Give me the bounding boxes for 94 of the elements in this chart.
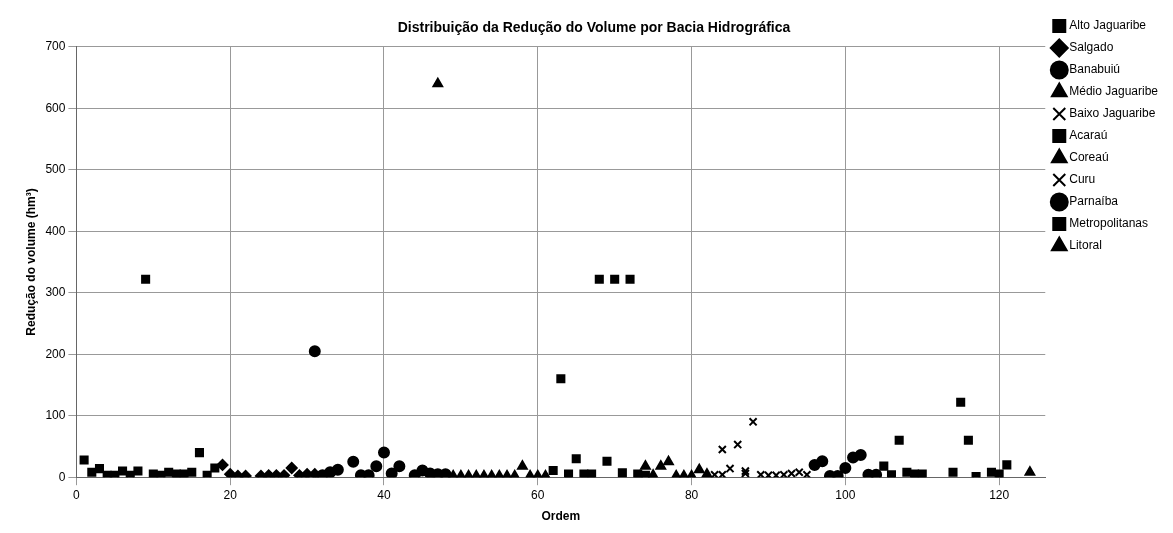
point	[701, 468, 713, 478]
x-tick-label: 60	[531, 487, 545, 502]
point	[794, 467, 804, 477]
point	[655, 460, 667, 470]
point	[133, 466, 143, 476]
y-tick-label: 0	[58, 469, 66, 484]
chart-title: Distribuição da Redução do Volume por Bacia Hidrográfica	[397, 19, 791, 36]
point	[94, 464, 105, 474]
point	[839, 461, 852, 474]
y-tick-label: 700	[45, 39, 66, 54]
point	[963, 435, 973, 445]
point	[602, 456, 612, 466]
point	[164, 467, 174, 477]
point	[994, 469, 1004, 478]
legend-label: Salgado	[1069, 40, 1114, 55]
legend-label: Coreaú	[1069, 150, 1109, 165]
x-tick-label: 0	[73, 487, 81, 502]
point	[816, 455, 829, 468]
point	[886, 470, 897, 478]
point	[118, 466, 128, 476]
point	[87, 467, 97, 477]
point	[548, 465, 558, 475]
point	[194, 448, 204, 458]
point	[617, 468, 627, 478]
point	[216, 458, 229, 471]
x-tick-label: 20	[223, 487, 238, 502]
point	[331, 463, 344, 476]
y-tick-label: 100	[45, 408, 66, 423]
point	[717, 445, 727, 455]
legend-label: Curu	[1069, 172, 1096, 187]
x-axis-title: Ordem	[541, 509, 581, 524]
point	[870, 468, 883, 478]
point	[517, 460, 528, 470]
point	[385, 467, 398, 478]
legend-label: Metropolitanas	[1069, 216, 1148, 231]
y-tick-label: 300	[45, 285, 66, 300]
y-tick-label: 400	[45, 223, 66, 238]
point	[763, 470, 773, 478]
point	[556, 374, 566, 384]
point	[879, 461, 889, 471]
legend-label: Baixo Jaguaribe	[1069, 106, 1156, 121]
point	[285, 461, 298, 474]
point	[347, 455, 360, 468]
point	[1024, 466, 1036, 476]
point	[786, 468, 797, 478]
point	[854, 449, 867, 462]
point	[710, 470, 720, 478]
point	[187, 467, 197, 477]
x-tick-label: 120	[989, 487, 1010, 502]
point	[802, 470, 812, 478]
point	[370, 460, 383, 473]
y-tick-label: 600	[45, 100, 66, 115]
point	[663, 455, 674, 466]
point	[439, 468, 452, 478]
y-tick-label: 500	[45, 162, 66, 177]
point	[610, 274, 620, 284]
legend-label: Parnaíba	[1069, 194, 1119, 209]
point	[725, 464, 735, 474]
point	[693, 463, 705, 474]
point	[894, 435, 904, 445]
legend-label: Alto Jaguaribe	[1069, 18, 1147, 33]
point	[378, 446, 390, 459]
point	[202, 470, 212, 478]
point	[948, 467, 958, 477]
point	[986, 467, 996, 477]
point	[640, 470, 650, 478]
point	[393, 460, 406, 473]
point	[917, 469, 927, 478]
point	[902, 467, 912, 477]
point	[956, 397, 966, 407]
point	[141, 274, 151, 284]
point	[1002, 460, 1012, 470]
legend-label: Acaraú	[1069, 128, 1108, 143]
point	[640, 460, 651, 470]
y-axis-title: Redução do volume (hm³)	[23, 188, 38, 336]
point	[432, 77, 444, 88]
x-tick-label: 100	[835, 487, 856, 502]
point	[564, 469, 574, 478]
x-tick-label: 80	[684, 487, 699, 502]
legend-label: Médio Jaguaribe	[1069, 84, 1159, 99]
legend-label: Banabuiú	[1069, 62, 1120, 77]
point	[571, 454, 581, 464]
x-tick-label: 40	[377, 487, 391, 502]
y-tick-label: 200	[45, 346, 66, 361]
point	[594, 274, 604, 284]
point	[210, 463, 220, 473]
legend-label: Litoral	[1069, 238, 1102, 253]
point	[748, 417, 758, 427]
point	[308, 345, 321, 358]
point	[625, 274, 635, 284]
point	[717, 470, 727, 478]
point	[733, 440, 743, 450]
point	[79, 455, 89, 465]
point	[587, 469, 597, 478]
